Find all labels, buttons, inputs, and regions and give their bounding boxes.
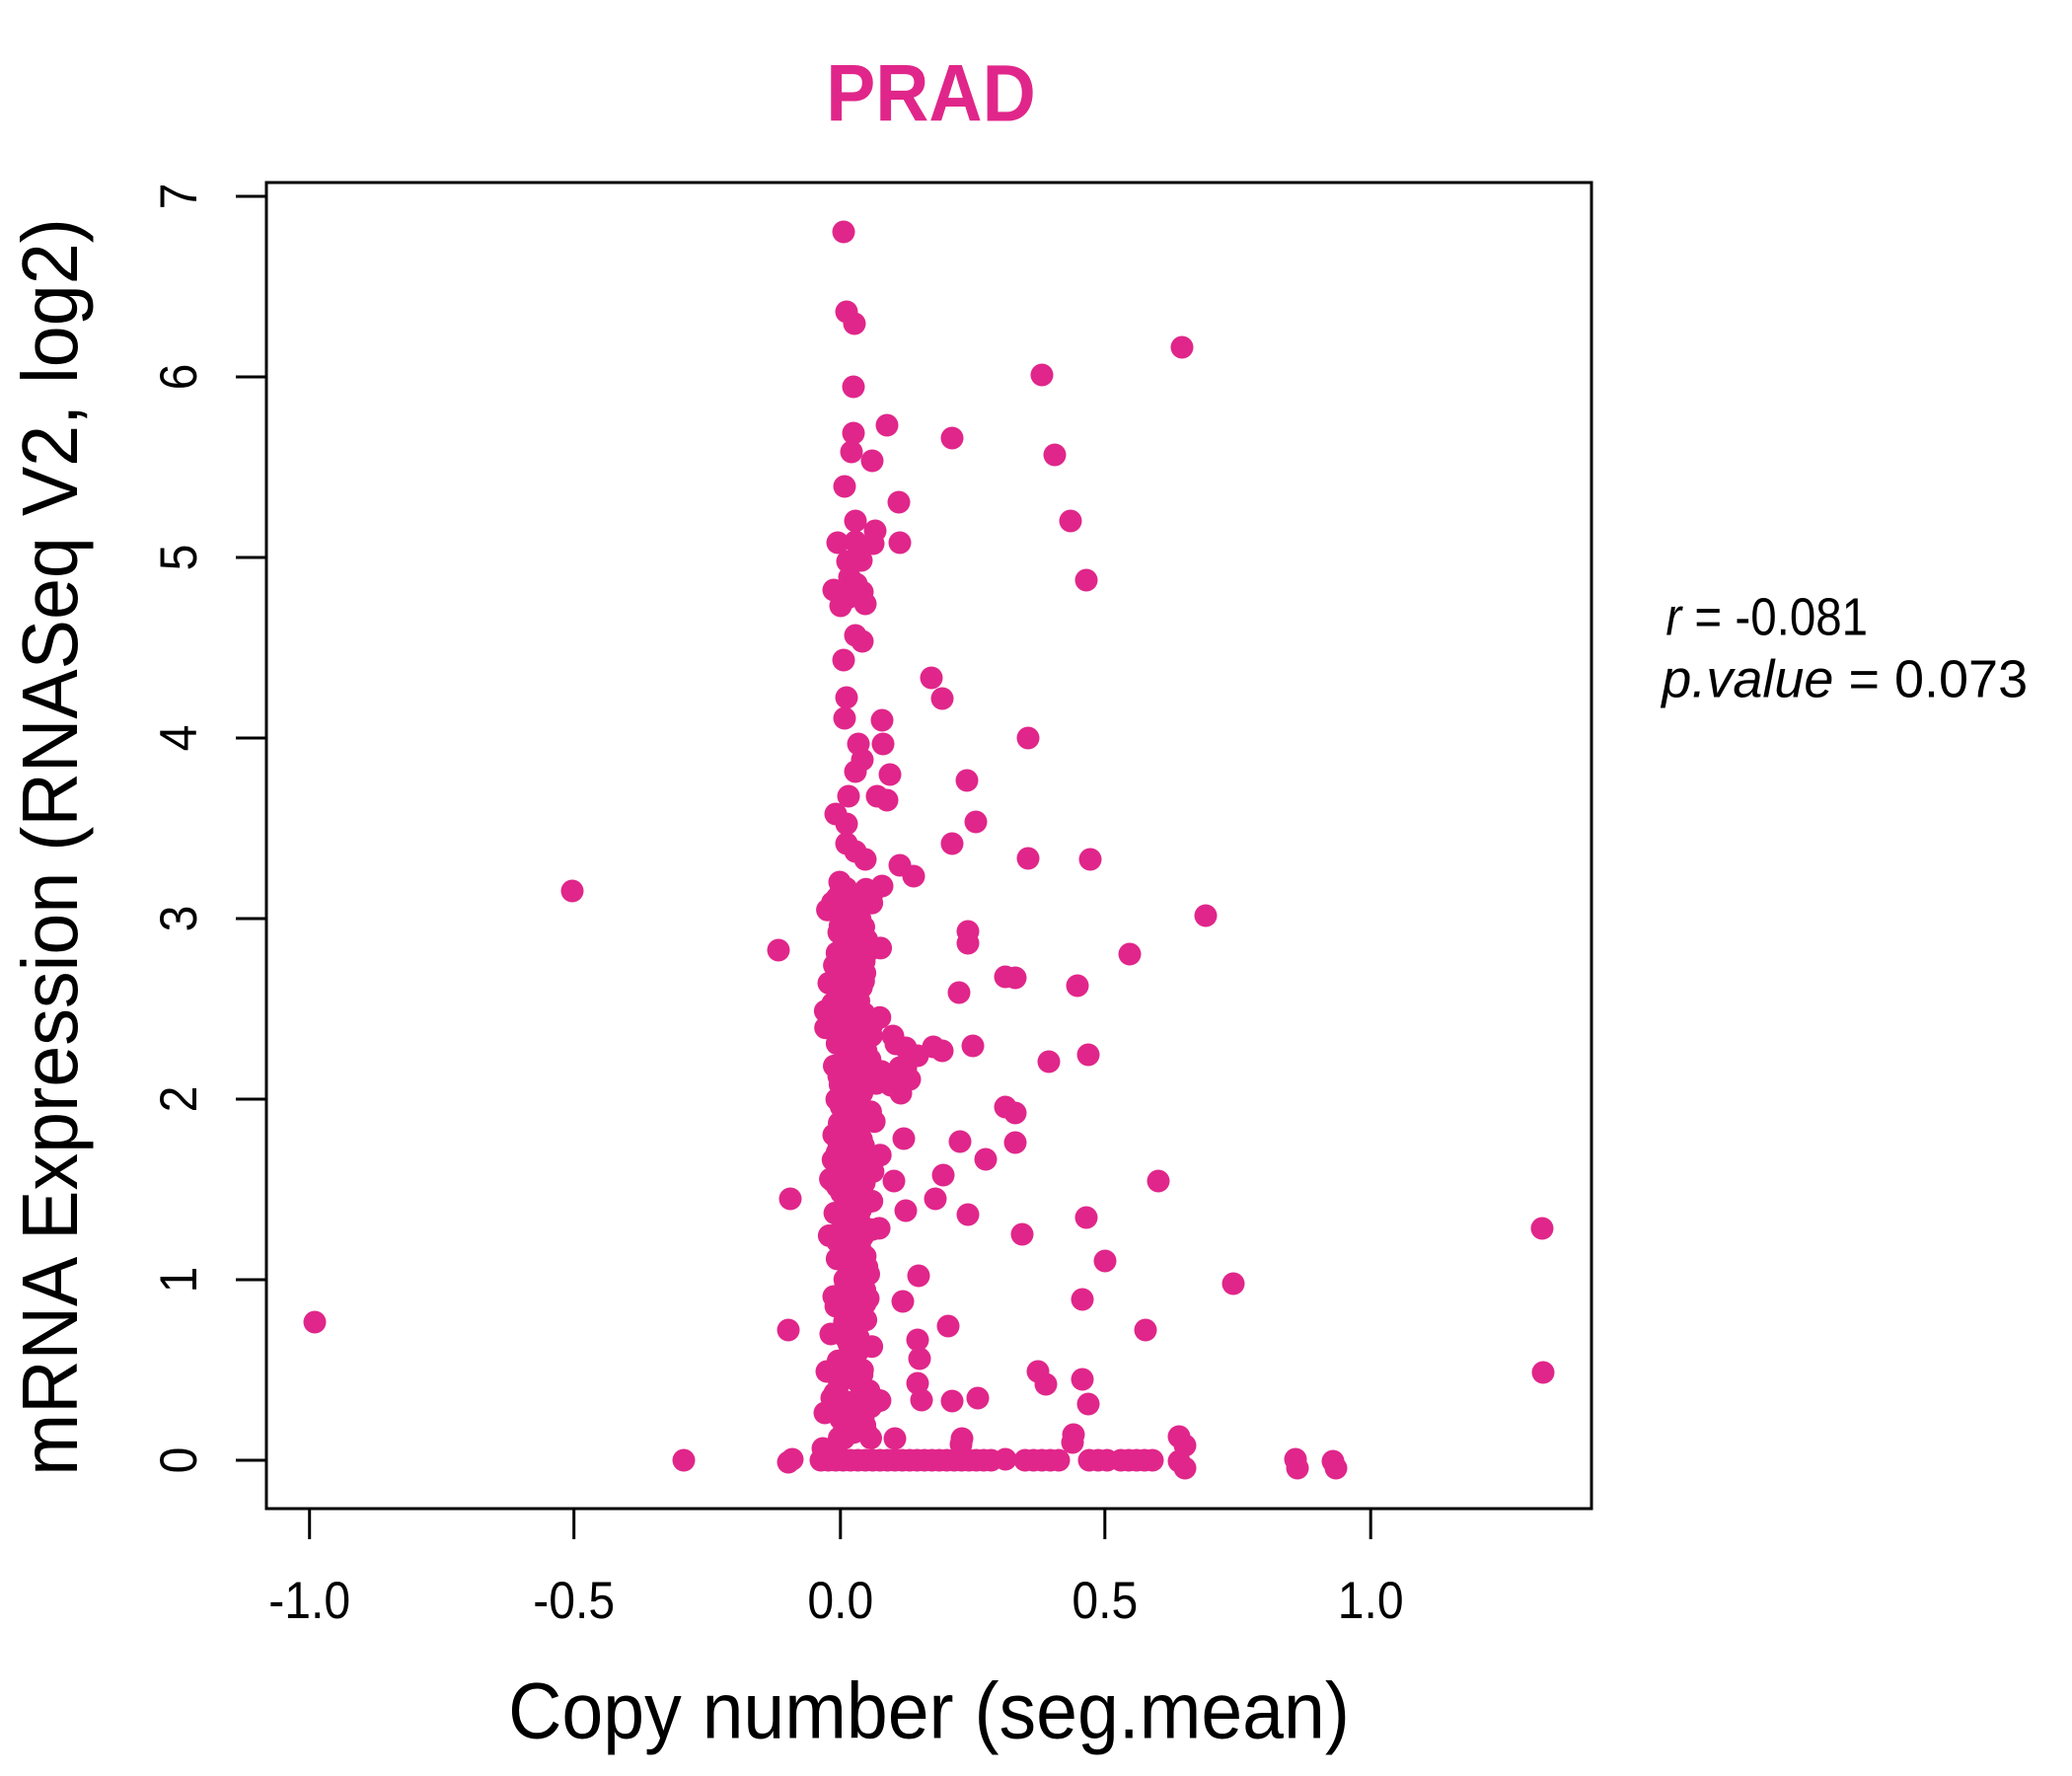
svg-text:2: 2 (149, 1086, 208, 1113)
svg-text:-1.0: -1.0 (268, 1571, 350, 1630)
svg-text:0: 0 (149, 1447, 208, 1474)
svg-text:0.0: 0.0 (807, 1571, 873, 1630)
svg-text:-0.5: -0.5 (533, 1571, 615, 1630)
svg-text:1.0: 1.0 (1338, 1571, 1404, 1630)
svg-text:mRNA Expression (RNASeq V2, lo: mRNA Expression (RNASeq V2, log2) (7, 218, 94, 1476)
svg-text:1: 1 (149, 1267, 208, 1294)
svg-text:5: 5 (149, 545, 208, 571)
svg-text:r = -0.081: r = -0.081 (1665, 587, 1868, 647)
svg-text:Copy number (seg.mean): Copy number (seg.mean) (508, 1665, 1350, 1755)
svg-text:4: 4 (149, 725, 208, 752)
svg-text:3: 3 (149, 906, 208, 932)
svg-text:PRAD: PRAD (826, 47, 1036, 138)
svg-text:7: 7 (149, 184, 208, 210)
svg-text:p.value = 0.073: p.value = 0.073 (1660, 650, 2028, 709)
svg-text:6: 6 (149, 364, 208, 391)
svg-text:0.5: 0.5 (1072, 1571, 1138, 1630)
